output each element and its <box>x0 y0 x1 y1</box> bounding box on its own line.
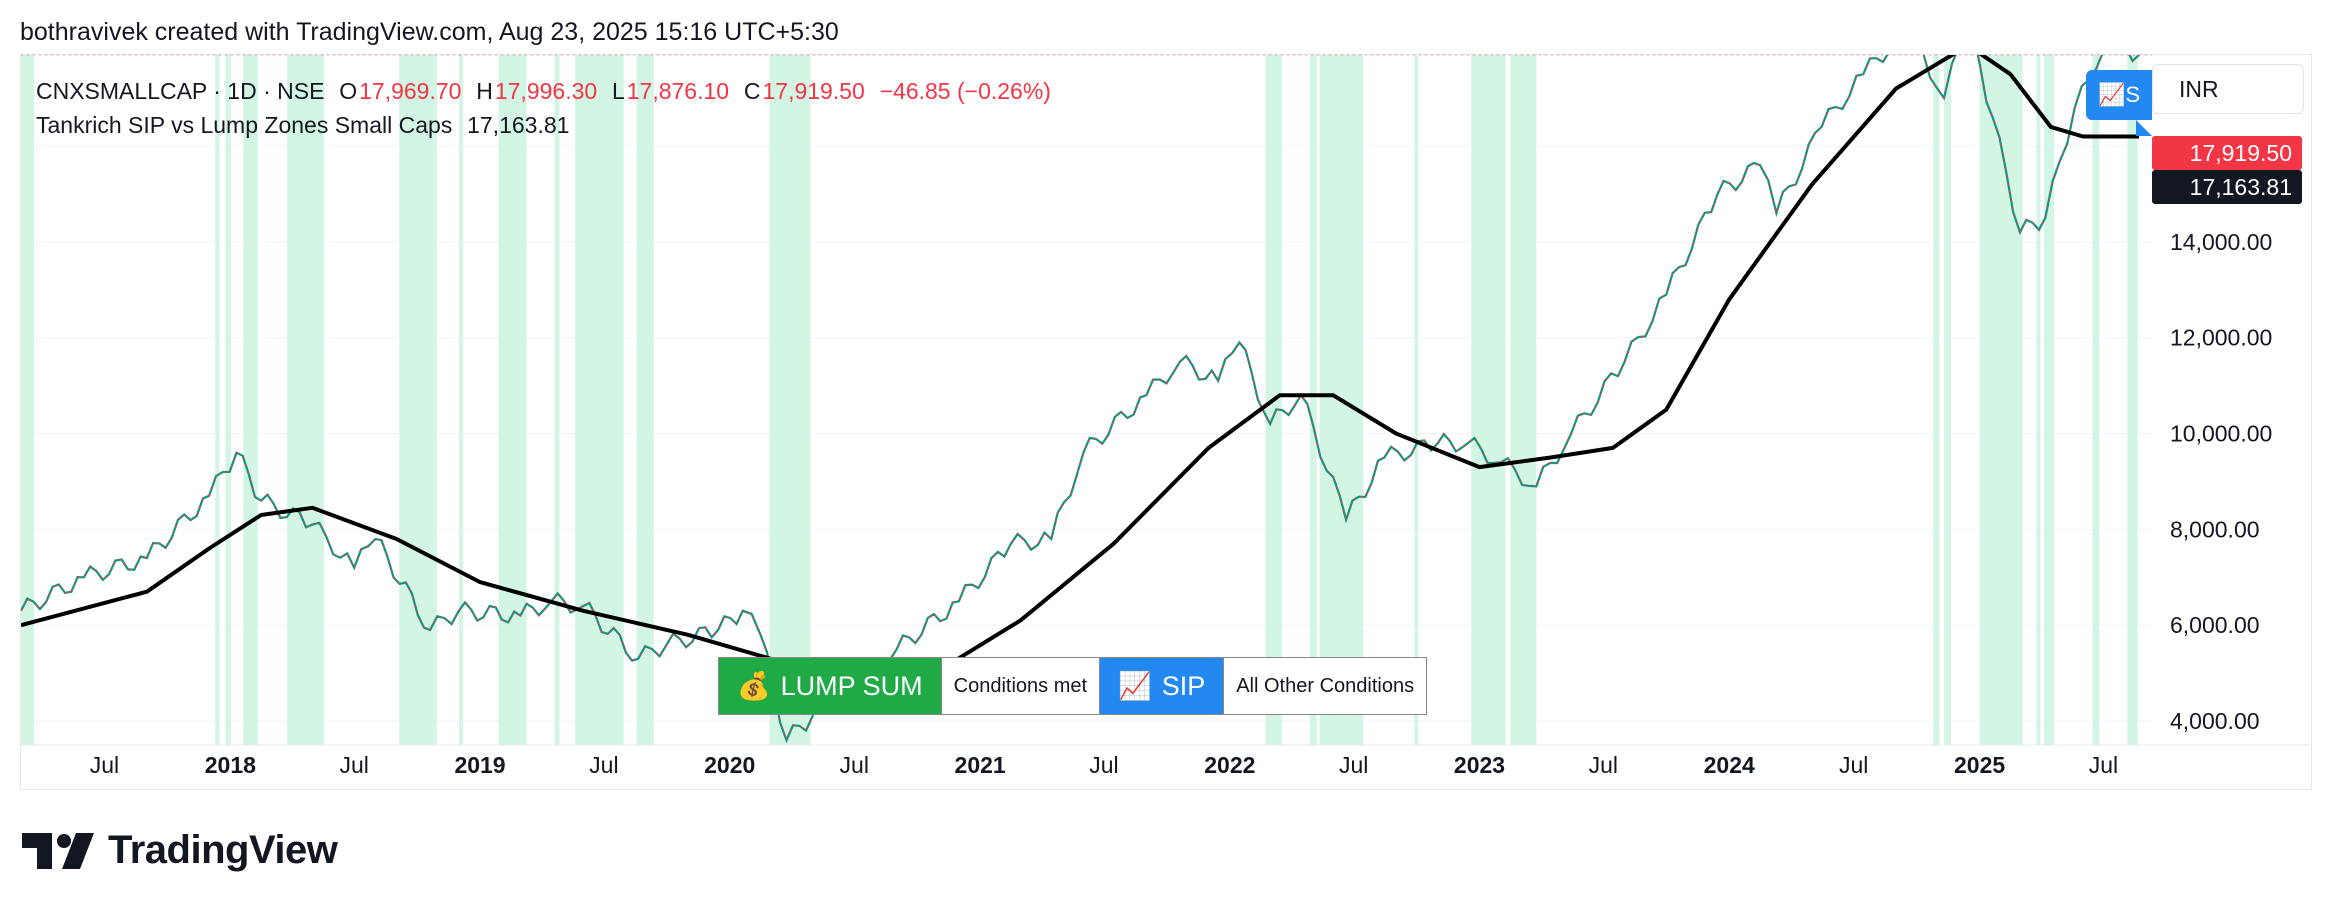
open-label: O <box>339 78 358 104</box>
price-series-down-ticks <box>21 55 2140 742</box>
lump-zone <box>1510 55 1537 745</box>
chart-frame <box>20 54 2312 790</box>
x-tick-label: Jul <box>339 752 368 778</box>
lump-zone <box>1944 55 1951 745</box>
y-tick-label: 6,000.00 <box>2170 612 2260 638</box>
indicator-row: Tankrich SIP vs Lump Zones Small Caps 17… <box>36 108 1053 142</box>
lump-zone <box>498 55 527 745</box>
x-tick-label: 2018 <box>205 752 256 778</box>
y-tick-label: 14,000.00 <box>2170 229 2272 255</box>
lump-zone <box>399 55 437 745</box>
lump-zone <box>1471 55 1506 745</box>
lump-sum-condition: Conditions met <box>940 658 1100 714</box>
lump-zone <box>1309 55 1317 745</box>
lump-zone <box>1414 55 1418 745</box>
lump-zone <box>21 55 34 745</box>
y-tick-label: 4,000.00 <box>2170 708 2260 734</box>
x-tick-label: 2025 <box>1954 752 2005 778</box>
x-tick-label: Jul <box>1339 752 1368 778</box>
x-tick-label: 2022 <box>1204 752 1255 778</box>
money-bag-icon: 💰 <box>737 671 771 701</box>
lump-zone <box>554 55 560 745</box>
x-tick-label: Jul <box>589 752 618 778</box>
change-value: −46.85 (−0.26%) <box>879 78 1051 104</box>
y-tick-label: 10,000.00 <box>2170 421 2272 447</box>
high-label: H <box>476 78 493 104</box>
price-chart[interactable]: 16,000.0014,000.0012,000.0010,000.008,00… <box>0 0 2332 790</box>
low-value: 17,876.10 <box>626 78 730 104</box>
ohlc-row: CNXSMALLCAP · 1D · NSE O17,969.70 H17,99… <box>36 74 1053 108</box>
x-tick-label: 2021 <box>955 752 1006 778</box>
last-price-tag: 17,919.50 <box>2152 136 2302 170</box>
open-value: 17,969.70 <box>359 78 462 104</box>
lump-zone <box>1979 55 2023 745</box>
marker-label: S <box>2125 82 2141 107</box>
signal-table: 💰 LUMP SUM Conditions met 📈 SIP All Other … <box>718 657 1428 715</box>
lump-zone <box>575 55 624 745</box>
ma-series-line <box>21 55 2139 690</box>
sip-condition: All Other Conditions <box>1223 658 1427 714</box>
x-tick-label: Jul <box>90 752 119 778</box>
x-tick-label: Jul <box>1839 752 1868 778</box>
brand-name: TradingView <box>108 828 338 872</box>
high-value: 17,996.30 <box>494 78 598 104</box>
currency-button[interactable]: INR <box>2152 64 2304 114</box>
lump-zone <box>2043 55 2055 745</box>
lump-zone <box>2036 55 2041 745</box>
low-label: L <box>611 78 625 104</box>
lump-sum-cell: 💰 LUMP SUM <box>719 658 941 714</box>
chart-credit: bothravivek created with TradingView.com… <box>20 18 839 46</box>
sip-label: SIP <box>1161 671 1206 701</box>
y-tick-label: 12,000.00 <box>2170 325 2272 351</box>
marker-pointer <box>2136 120 2152 136</box>
x-tick-label: Jul <box>840 752 869 778</box>
x-tick-label: Jul <box>1089 752 1118 778</box>
x-tick-label: Jul <box>2089 752 2118 778</box>
chart-legend: CNXSMALLCAP · 1D · NSE O17,969.70 H17,99… <box>36 74 1053 142</box>
symbol-label[interactable]: CNXSMALLCAP · 1D · NSE <box>36 78 325 104</box>
chart-up-icon: 📈 <box>2097 82 2126 107</box>
x-tick-label: 2020 <box>704 752 755 778</box>
lump-zone <box>215 55 220 745</box>
lump-zone <box>287 55 325 745</box>
x-tick-label: Jul <box>1589 752 1618 778</box>
x-tick-label: 2019 <box>454 752 505 778</box>
indicator-name[interactable]: Tankrich SIP vs Lump Zones Small Caps <box>36 112 453 138</box>
lump-zone <box>2092 55 2100 745</box>
lump-zone <box>1933 55 1940 745</box>
lump-zone <box>243 55 258 745</box>
lump-sum-label: LUMP SUM <box>780 671 923 701</box>
lump-zone <box>769 55 811 745</box>
brand[interactable]: TradingView <box>22 828 338 873</box>
y-tick-label: 8,000.00 <box>2170 516 2260 542</box>
close-label: C <box>743 78 761 104</box>
sip-signal-marker[interactable]: 📈S <box>2086 70 2152 120</box>
chart-up-icon: 📈 <box>1118 671 1152 701</box>
tradingview-logo-icon <box>22 832 94 869</box>
close-value: 17,919.50 <box>762 78 865 104</box>
ma-price-tag: 17,163.81 <box>2152 170 2302 204</box>
lump-zone <box>458 55 463 745</box>
indicator-value: 17,163.81 <box>467 112 570 138</box>
lump-zone <box>2127 55 2138 745</box>
sip-cell: 📈 SIP <box>1099 658 1224 714</box>
x-tick-label: 2024 <box>1704 752 1755 778</box>
x-tick-label: 2023 <box>1454 752 1505 778</box>
lump-zone <box>636 55 654 745</box>
lump-zone <box>225 55 232 745</box>
